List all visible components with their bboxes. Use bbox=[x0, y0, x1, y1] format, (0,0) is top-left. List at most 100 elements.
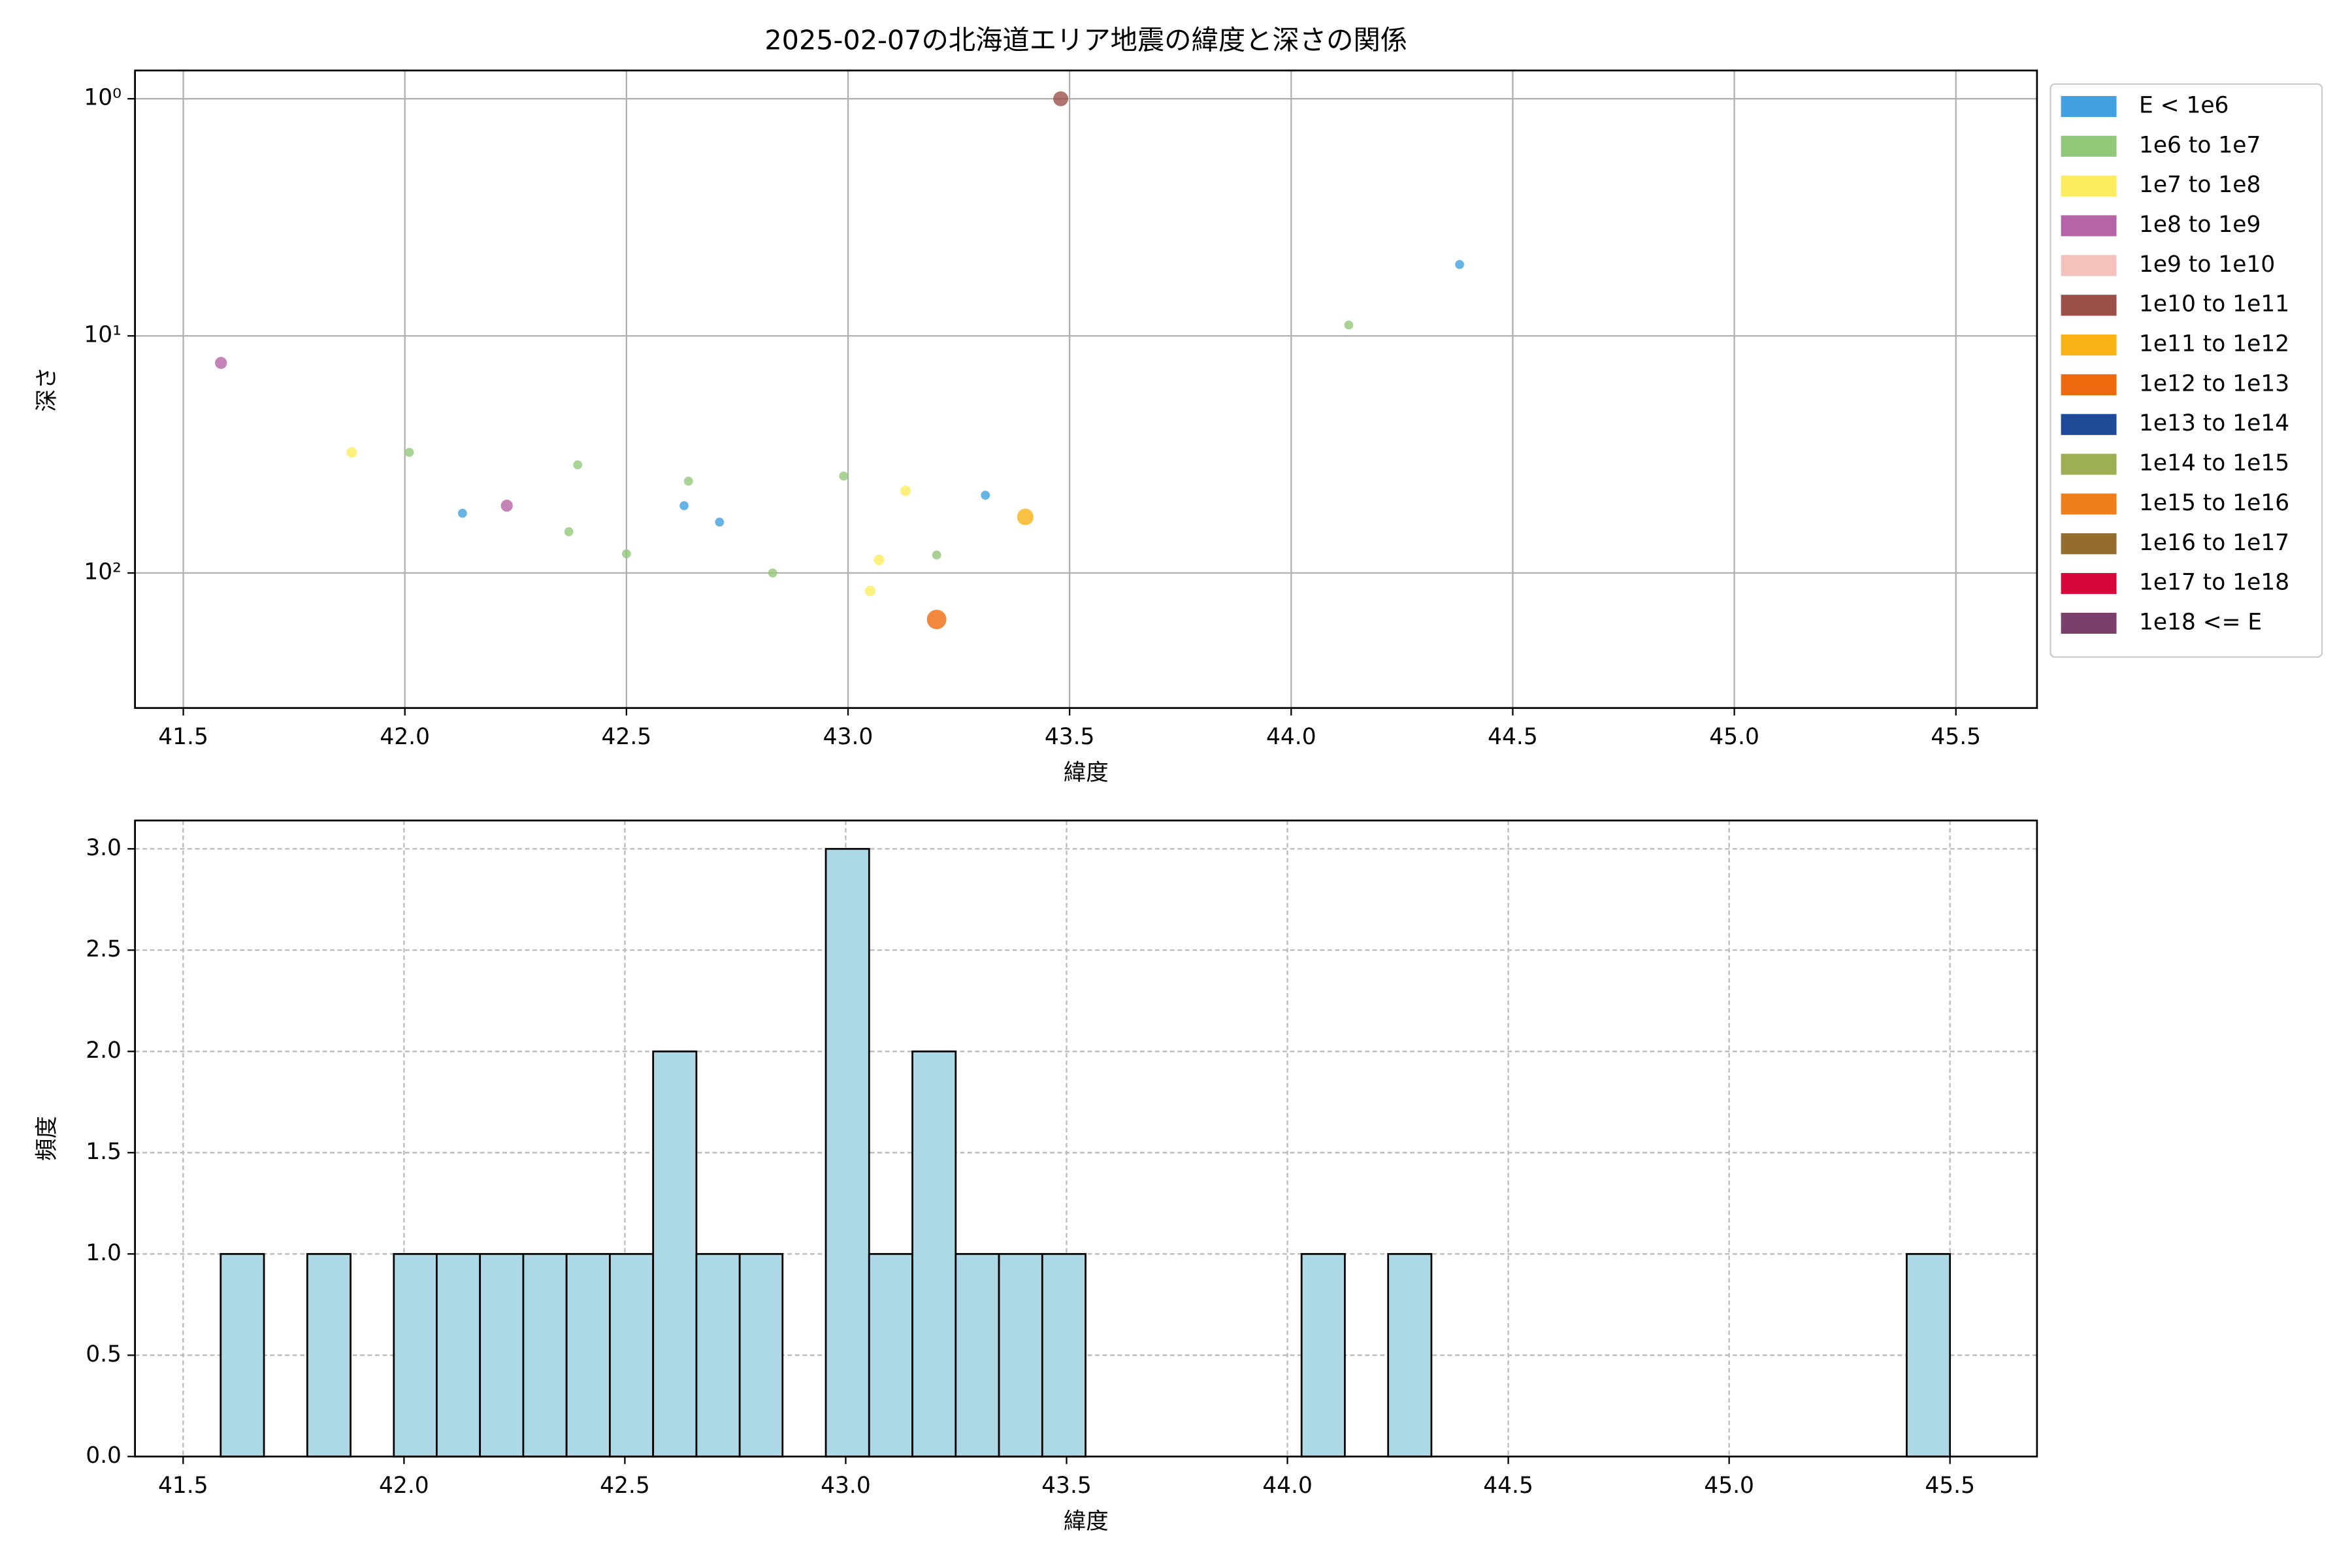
y-tick-label: 10² bbox=[84, 559, 122, 585]
histogram-bar bbox=[393, 1252, 438, 1458]
scatter-point bbox=[573, 460, 583, 470]
scatter-point bbox=[900, 485, 911, 497]
scatter-point bbox=[932, 550, 941, 560]
legend-label: 1e15 to 1e16 bbox=[2139, 490, 2289, 516]
x-tick-label: 45.5 bbox=[1931, 724, 1981, 750]
scatter-point bbox=[768, 568, 777, 578]
legend-label: 1e12 to 1e13 bbox=[2139, 370, 2289, 397]
histogram-bar bbox=[1300, 1252, 1346, 1458]
histogram-bar bbox=[565, 1252, 611, 1458]
x-tick-label: 44.0 bbox=[1266, 724, 1316, 750]
x-tick-label: 43.5 bbox=[1045, 724, 1095, 750]
legend-swatch bbox=[2061, 295, 2117, 316]
legend-swatch bbox=[2061, 612, 2117, 634]
y-tick-label: 2.5 bbox=[86, 936, 122, 962]
y-axis-label: 深さ bbox=[34, 367, 60, 412]
scatter-point bbox=[874, 554, 885, 565]
legend-swatch bbox=[2061, 95, 2117, 118]
scatter-point bbox=[926, 610, 947, 630]
x-tick-label: 45.5 bbox=[1925, 1473, 1975, 1499]
histogram-bar bbox=[695, 1252, 741, 1458]
histogram-bar bbox=[522, 1252, 568, 1458]
legend-swatch bbox=[2061, 255, 2117, 276]
legend-label: 1e8 to 1e9 bbox=[2139, 212, 2261, 238]
scatter-point bbox=[715, 517, 725, 527]
x-tick-label: 42.0 bbox=[379, 1473, 429, 1499]
scatter-point bbox=[564, 527, 574, 536]
legend-swatch bbox=[2061, 374, 2117, 395]
x-tick-label: 43.5 bbox=[1041, 1473, 1092, 1499]
x-tick-label: 41.5 bbox=[158, 724, 208, 750]
histogram-bar bbox=[1041, 1252, 1086, 1458]
scatter-point bbox=[346, 447, 357, 458]
legend-swatch bbox=[2061, 493, 2117, 515]
y-axis-label: 頻度 bbox=[34, 1116, 60, 1161]
y-tick-label: 0.5 bbox=[86, 1341, 122, 1367]
histogram-bar bbox=[955, 1252, 1000, 1458]
scatter-point bbox=[621, 549, 631, 559]
scatter-point bbox=[1053, 91, 1069, 106]
x-tick-label: 42.5 bbox=[600, 1473, 650, 1499]
scatter-point bbox=[679, 501, 689, 510]
y-tick-label: 10⁰ bbox=[84, 85, 122, 111]
legend-label: 1e9 to 1e10 bbox=[2139, 252, 2275, 278]
scatter-point bbox=[1344, 320, 1354, 330]
histogram-bar bbox=[306, 1252, 351, 1458]
legend-swatch bbox=[2061, 573, 2117, 595]
histogram-bar bbox=[1906, 1252, 1952, 1458]
histogram-bar bbox=[652, 1050, 698, 1458]
legend-swatch bbox=[2061, 533, 2117, 555]
histogram-bar bbox=[479, 1252, 525, 1458]
x-tick-label: 44.5 bbox=[1483, 1473, 1533, 1499]
legend-label: 1e6 to 1e7 bbox=[2139, 132, 2261, 158]
x-axis-label: 緯度 bbox=[1064, 1509, 1109, 1535]
y-tick-label: 3.0 bbox=[86, 835, 122, 861]
y-tick-label: 2.0 bbox=[86, 1037, 122, 1064]
scatter-point bbox=[404, 448, 414, 457]
histogram-bar bbox=[609, 1252, 655, 1458]
legend-swatch bbox=[2061, 175, 2117, 197]
scatter-point bbox=[683, 476, 693, 486]
x-tick-label: 43.0 bbox=[821, 1473, 871, 1499]
histogram-bar bbox=[911, 1050, 957, 1458]
legend-label: E < 1e6 bbox=[2139, 93, 2229, 119]
scatter-point bbox=[839, 471, 849, 481]
legend-label: 1e7 to 1e8 bbox=[2139, 172, 2261, 198]
histogram-bar bbox=[1387, 1252, 1433, 1458]
legend-label: 1e10 to 1e11 bbox=[2139, 291, 2289, 318]
legend-swatch bbox=[2061, 414, 2117, 435]
scatter-point bbox=[1455, 259, 1464, 269]
y-tick-label: 10¹ bbox=[84, 322, 122, 348]
scatter-point bbox=[458, 508, 467, 518]
legend-swatch bbox=[2061, 135, 2117, 157]
x-tick-label: 45.0 bbox=[1709, 724, 1759, 750]
histogram-bar bbox=[436, 1252, 482, 1458]
legend-label: 1e17 to 1e18 bbox=[2139, 570, 2289, 596]
histogram-bar bbox=[868, 1252, 913, 1458]
legend-swatch bbox=[2061, 215, 2117, 237]
y-tick-label: 1.0 bbox=[86, 1240, 122, 1266]
x-tick-label: 44.0 bbox=[1262, 1473, 1313, 1499]
legend-label: 1e16 to 1e17 bbox=[2139, 530, 2289, 556]
legend-label: 1e11 to 1e12 bbox=[2139, 331, 2289, 357]
scatter-point bbox=[1017, 508, 1034, 525]
legend-label: 1e18 <= E bbox=[2139, 609, 2262, 635]
x-tick-label: 45.0 bbox=[1704, 1473, 1754, 1499]
axes-frame bbox=[134, 69, 2038, 710]
histogram-bar bbox=[220, 1252, 265, 1458]
x-tick-label: 44.5 bbox=[1488, 724, 1538, 750]
legend-box bbox=[2050, 83, 2323, 658]
axes-frame bbox=[134, 819, 2038, 1458]
scatter-point bbox=[500, 499, 513, 512]
x-axis-label: 緯度 bbox=[1064, 760, 1109, 786]
x-tick-label: 43.0 bbox=[823, 724, 874, 750]
legend-label: 1e13 to 1e14 bbox=[2139, 410, 2289, 436]
scatter-point bbox=[981, 491, 990, 500]
x-tick-label: 41.5 bbox=[158, 1473, 208, 1499]
y-tick-label: 1.5 bbox=[86, 1139, 122, 1165]
scatter-point bbox=[864, 585, 875, 596]
y-tick-label: 0.0 bbox=[86, 1443, 122, 1469]
